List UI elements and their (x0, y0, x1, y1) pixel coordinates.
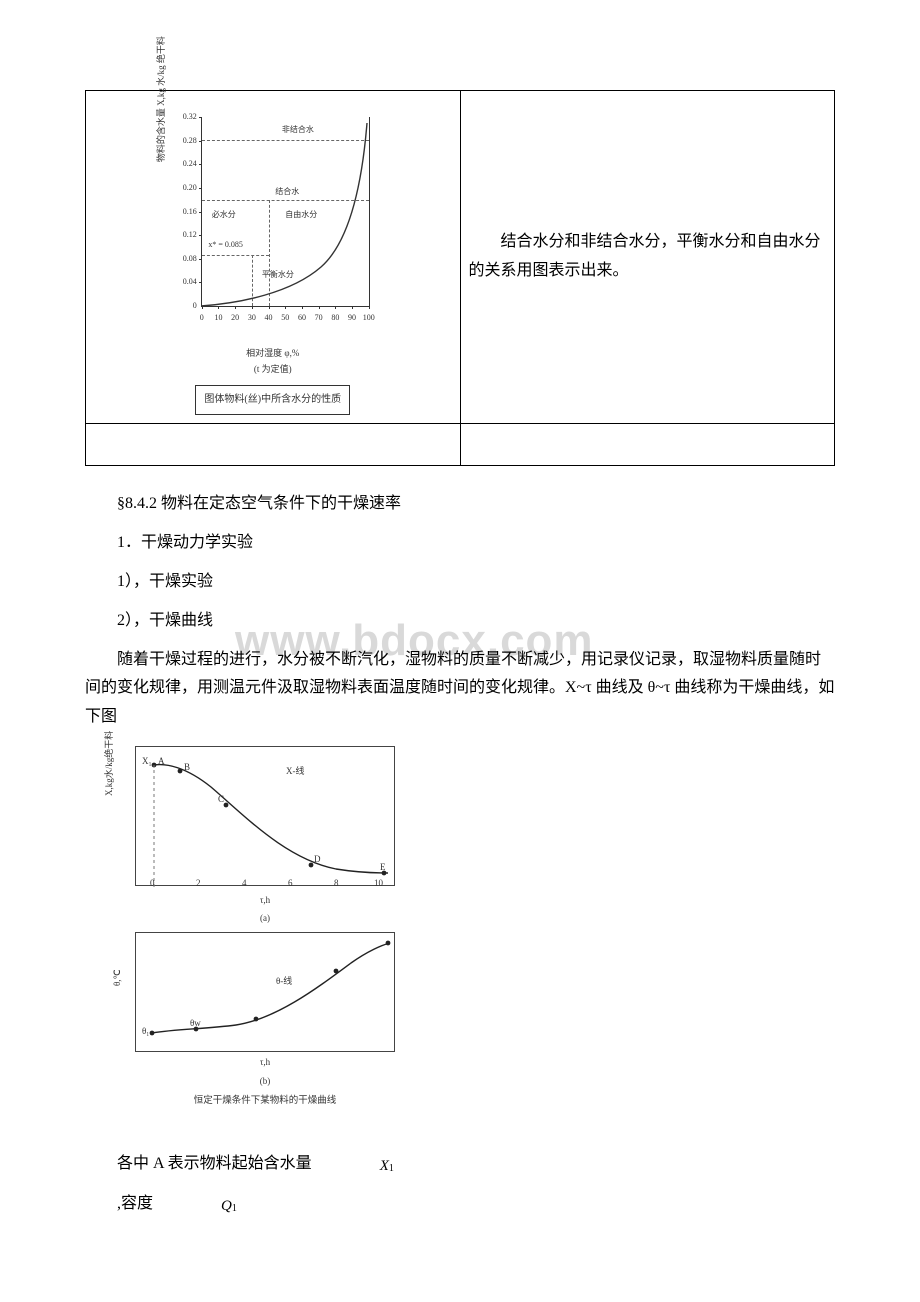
panelB-theta1: θ₁ (142, 1023, 149, 1039)
ptC: C (218, 791, 224, 807)
para-2: 1），干燥实验 (85, 568, 835, 597)
chart1-curve (201, 117, 369, 307)
var-q-sub: 1 (232, 1203, 237, 1214)
top-table: 物料的含水量 X,kg 水/kg 绝干料 0.32 0.28 0.24 0.20… (85, 90, 835, 466)
empty-cell-left (86, 424, 461, 466)
panelA: X₁ X-线 A B C D E 0 2 4 6 8 10 (135, 746, 395, 886)
para-6: ,容度 Q1 (85, 1190, 835, 1220)
ylab: 0.20 (183, 181, 197, 195)
xlab: 100 (363, 311, 375, 325)
var-x-sub: 1 (389, 1163, 394, 1174)
xlab: 80 (331, 311, 339, 325)
xlab: 20 (231, 311, 239, 325)
panelB-label: θ-线 (276, 973, 292, 989)
chart1-xsub: (t 为定值) (163, 361, 383, 377)
ptD: D (314, 851, 321, 867)
xlab: 40 (265, 311, 273, 325)
xlab: 90 (348, 311, 356, 325)
p6-prefix: ,容度 (117, 1195, 157, 1212)
para-1: 1．干燥动力学实验 (85, 529, 835, 558)
figure-cell: 物料的含水量 X,kg 水/kg 绝干料 0.32 0.28 0.24 0.20… (86, 91, 461, 424)
panelA-ytitle: X,kg水/kg绝干料 (101, 731, 117, 796)
ylab: 0.12 (183, 228, 197, 242)
var-q: Q (189, 1193, 232, 1220)
section-title: §8.4.2 物料在定态空气条件下的干燥速率 (85, 490, 835, 519)
var-x: X (348, 1153, 389, 1180)
ylab: 0.24 (183, 157, 197, 171)
chart1-xtitle: 相对湿度 φ,% (163, 345, 383, 361)
ylab: 0.16 (183, 204, 197, 218)
panelB-xsub: (b) (135, 1073, 395, 1089)
panelB-xtitle: τ,h (135, 1054, 395, 1070)
xlab: 0 (200, 311, 204, 325)
panelA-curve (136, 747, 396, 887)
panelA-xsub: (a) (135, 910, 395, 926)
panelB-ytitle: θ,℃ (109, 970, 125, 987)
drying-curves-figure: X,kg水/kg绝干料 X₁ X-线 A B C D E (135, 746, 835, 1110)
para-5: 各中 A 表示物料起始含水量 X1 (85, 1150, 835, 1180)
ylab: 0.32 (183, 110, 197, 124)
xlab: 50 (281, 311, 289, 325)
ptE: E (380, 859, 386, 875)
ylab: 0.28 (183, 133, 197, 147)
panelB-curve (136, 933, 396, 1053)
xlab: 70 (315, 311, 323, 325)
panelA-x1: X₁ (142, 753, 152, 769)
chart1-caption: 图体物料(丝)中所含水分的性质 (195, 385, 350, 415)
ptA: A (158, 753, 165, 769)
ylab: 0 (193, 299, 197, 313)
chart1-ytitle: 物料的含水量 X,kg 水/kg 绝干料 (153, 36, 169, 162)
xlab: 30 (248, 311, 256, 325)
panelA-xtitle: τ,h (135, 892, 395, 908)
moisture-figure: 物料的含水量 X,kg 水/kg 绝干料 0.32 0.28 0.24 0.20… (163, 99, 383, 415)
panelB: θ-线 θ₁ θw (135, 932, 395, 1052)
para-3: 2），干燥曲线 (85, 607, 835, 636)
p5-prefix: 各中 A 表示物料起始含水量 (117, 1155, 316, 1172)
right-text-cell: 结合水分和非结合水分，平衡水分和自由水分的关系用图表示出来。 (460, 91, 835, 424)
empty-cell-right (460, 424, 835, 466)
panelA-label: X-线 (286, 763, 305, 779)
xlab: 10 (214, 311, 222, 325)
xlab: 60 (298, 311, 306, 325)
ylab: 0.08 (183, 252, 197, 266)
ylab: 0.04 (183, 275, 197, 289)
figure2-caption: 恒定干燥条件下某物料的干燥曲线 (135, 1093, 395, 1110)
panelB-thetaw: θw (190, 1015, 201, 1031)
ptB: B (184, 759, 190, 775)
table-right-text: 结合水分和非结合水分，平衡水分和自由水分的关系用图表示出来。 (469, 228, 827, 286)
para-4: 随着干燥过程的进行，水分被不断汽化，湿物料的质量不断减少，用记录仪记录，取湿物料… (85, 646, 835, 732)
